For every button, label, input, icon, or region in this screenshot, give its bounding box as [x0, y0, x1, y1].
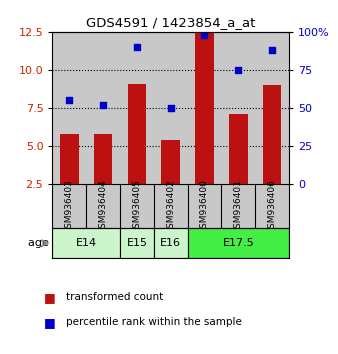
Bar: [94, 134, 113, 184]
Point: [236, 67, 241, 73]
Text: ■: ■: [44, 316, 56, 329]
Bar: [128, 84, 146, 184]
Text: E15: E15: [126, 238, 147, 248]
Bar: [52, 228, 120, 258]
Bar: [120, 228, 154, 258]
Text: GSM936400: GSM936400: [200, 179, 209, 234]
Bar: [255, 32, 289, 184]
Point: [269, 47, 275, 53]
Text: E14: E14: [76, 238, 97, 248]
Bar: [120, 32, 154, 184]
Bar: [154, 32, 188, 184]
Point: [67, 98, 72, 103]
Text: GSM936403: GSM936403: [65, 179, 74, 234]
Point: [100, 102, 106, 108]
Point: [134, 44, 140, 50]
Bar: [195, 30, 214, 184]
Text: transformed count: transformed count: [66, 292, 163, 302]
Text: ■: ■: [44, 291, 56, 304]
Bar: [60, 134, 78, 184]
Text: E16: E16: [160, 238, 181, 248]
Bar: [263, 85, 281, 184]
Bar: [188, 32, 221, 184]
Text: GSM936402: GSM936402: [166, 179, 175, 234]
Text: E17.5: E17.5: [222, 238, 254, 248]
Point: [202, 32, 207, 38]
Bar: [86, 32, 120, 184]
Bar: [188, 228, 289, 258]
Text: GSM936404: GSM936404: [99, 179, 107, 234]
Text: GSM936401: GSM936401: [234, 179, 243, 234]
Bar: [221, 32, 255, 184]
Text: GSM936405: GSM936405: [132, 179, 141, 234]
Bar: [154, 228, 188, 258]
Title: GDS4591 / 1423854_a_at: GDS4591 / 1423854_a_at: [86, 16, 256, 29]
Text: age: age: [28, 238, 52, 248]
Text: percentile rank within the sample: percentile rank within the sample: [66, 317, 242, 327]
Text: GSM936406: GSM936406: [268, 179, 276, 234]
Point: [168, 105, 173, 111]
Bar: [162, 140, 180, 184]
Bar: [229, 114, 247, 184]
Bar: [52, 32, 86, 184]
